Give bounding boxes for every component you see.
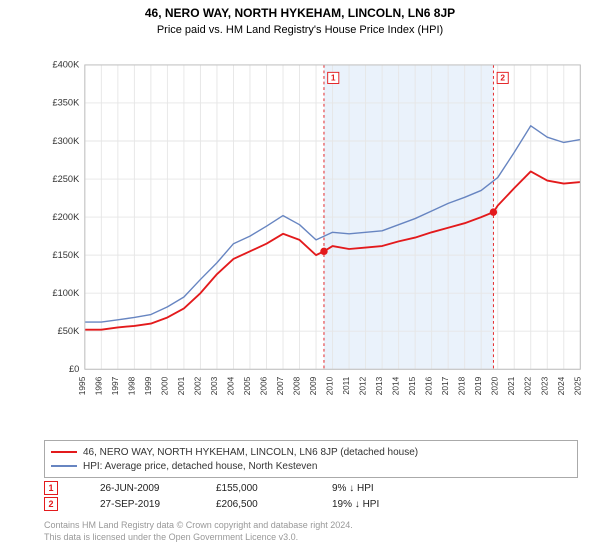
- svg-text:£350K: £350K: [52, 98, 80, 108]
- svg-text:2003: 2003: [209, 376, 219, 395]
- footer-line: Contains HM Land Registry data © Crown c…: [44, 520, 564, 532]
- svg-text:1997: 1997: [110, 376, 120, 395]
- svg-text:1996: 1996: [93, 376, 103, 395]
- event-date: 27-SEP-2019: [100, 499, 180, 510]
- svg-text:2018: 2018: [457, 376, 467, 395]
- svg-text:1995: 1995: [77, 376, 87, 395]
- svg-text:2008: 2008: [292, 376, 302, 395]
- event-delta: 9% ↓ HPI: [332, 483, 412, 494]
- event-price: £155,000: [216, 483, 296, 494]
- svg-text:£200K: £200K: [52, 212, 80, 222]
- svg-text:2001: 2001: [176, 376, 186, 395]
- svg-text:2025: 2025: [572, 376, 582, 395]
- svg-text:2007: 2007: [275, 376, 285, 395]
- line-chart: £0 £50K £100K £150K £200K £250K £300K £350K £400…: [44, 46, 584, 416]
- chart-area: £0 £50K £100K £150K £200K £250K £300K £350K £400…: [44, 46, 584, 416]
- footer-line: This data is licensed under the Open Gov…: [44, 532, 564, 544]
- svg-text:2004: 2004: [225, 376, 235, 395]
- svg-text:2022: 2022: [523, 376, 533, 395]
- legend: 46, NERO WAY, NORTH HYKEHAM, LINCOLN, LN…: [44, 440, 578, 478]
- svg-text:2021: 2021: [506, 376, 516, 395]
- svg-text:2010: 2010: [325, 376, 335, 395]
- svg-text:£300K: £300K: [52, 136, 80, 146]
- svg-text:2016: 2016: [424, 376, 434, 395]
- svg-text:£50K: £50K: [58, 326, 80, 336]
- legend-item: 46, NERO WAY, NORTH HYKEHAM, LINCOLN, LN…: [51, 445, 571, 459]
- legend-label: 46, NERO WAY, NORTH HYKEHAM, LINCOLN, LN…: [83, 447, 418, 458]
- legend-swatch: [51, 465, 77, 467]
- event-date: 26-JUN-2009: [100, 483, 180, 494]
- chart-title: 46, NERO WAY, NORTH HYKEHAM, LINCOLN, LN…: [0, 0, 600, 20]
- svg-text:£100K: £100K: [52, 288, 80, 298]
- events-table: 1 26-JUN-2009 £155,000 9% ↓ HPI 2 27-SEP…: [44, 480, 564, 512]
- svg-text:1998: 1998: [126, 376, 136, 395]
- chart-subtitle: Price paid vs. HM Land Registry's House …: [0, 20, 600, 36]
- event-price: £206,500: [216, 499, 296, 510]
- svg-text:2012: 2012: [358, 376, 368, 395]
- svg-text:£250K: £250K: [52, 174, 80, 184]
- svg-text:2024: 2024: [556, 376, 566, 395]
- svg-text:£150K: £150K: [52, 250, 80, 260]
- svg-text:2000: 2000: [159, 376, 169, 395]
- footer: Contains HM Land Registry data © Crown c…: [44, 520, 564, 543]
- svg-text:2006: 2006: [258, 376, 268, 395]
- svg-text:2011: 2011: [341, 376, 351, 394]
- svg-text:2014: 2014: [391, 376, 401, 395]
- event-delta: 19% ↓ HPI: [332, 499, 412, 510]
- event-marker-icon: 1: [44, 481, 58, 495]
- svg-text:2019: 2019: [473, 376, 483, 395]
- svg-text:2013: 2013: [374, 376, 384, 395]
- legend-item: HPI: Average price, detached house, Nort…: [51, 459, 571, 473]
- svg-text:2017: 2017: [440, 376, 450, 395]
- event-marker-icon: 2: [44, 497, 58, 511]
- svg-text:2005: 2005: [242, 376, 252, 395]
- event-marker-number: 1: [48, 483, 53, 493]
- svg-text:2: 2: [500, 73, 505, 83]
- svg-text:2020: 2020: [490, 376, 500, 395]
- svg-text:2009: 2009: [308, 376, 318, 395]
- svg-text:2002: 2002: [192, 376, 202, 395]
- svg-text:2015: 2015: [407, 376, 417, 395]
- svg-text:1: 1: [331, 73, 336, 83]
- event-marker-number: 2: [48, 499, 53, 509]
- event-row: 2 27-SEP-2019 £206,500 19% ↓ HPI: [44, 496, 564, 512]
- chart-container: 46, NERO WAY, NORTH HYKEHAM, LINCOLN, LN…: [0, 0, 600, 560]
- legend-swatch: [51, 451, 77, 453]
- legend-label: HPI: Average price, detached house, Nort…: [83, 461, 317, 472]
- event-row: 1 26-JUN-2009 £155,000 9% ↓ HPI: [44, 480, 564, 496]
- svg-text:1999: 1999: [143, 376, 153, 395]
- svg-text:2023: 2023: [539, 376, 549, 395]
- svg-text:£0: £0: [69, 364, 79, 374]
- svg-text:£400K: £400K: [52, 60, 80, 70]
